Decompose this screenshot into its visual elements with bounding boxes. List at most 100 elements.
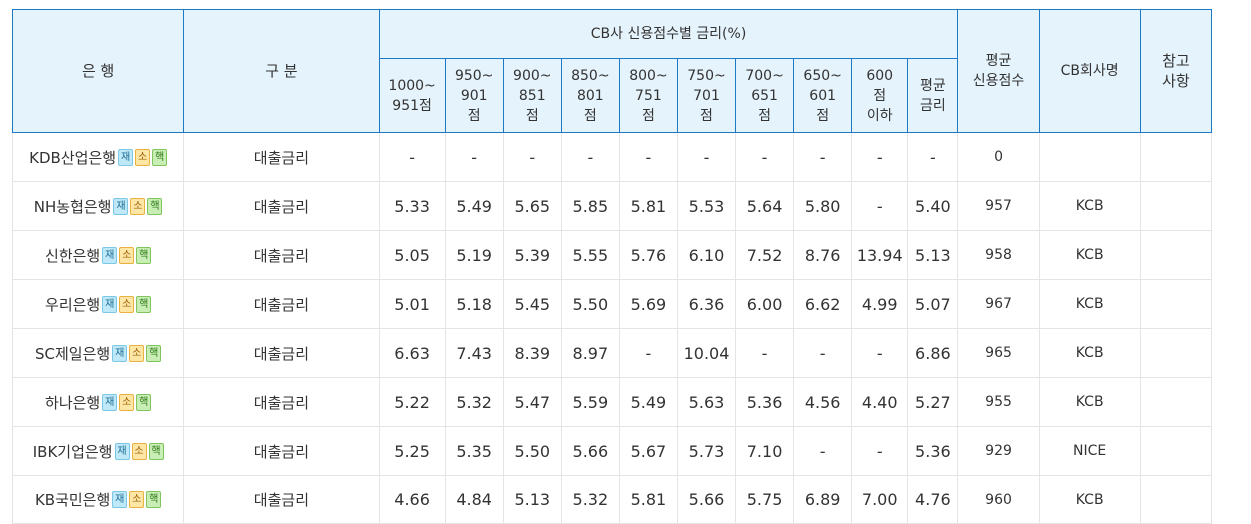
rate-cell: 5.45 xyxy=(502,279,562,329)
rate-cell: 5.65 xyxy=(502,181,562,231)
header-score-col: 650~ 601 점 xyxy=(793,58,853,133)
header-cb-group: CB사 신용점수별 금리(%) xyxy=(378,9,959,59)
note-cell xyxy=(1139,279,1213,329)
haek-badge[interactable]: 핵 xyxy=(147,197,163,215)
haek-badge[interactable]: 핵 xyxy=(136,393,152,411)
rate-cell: - xyxy=(851,328,909,378)
rate-cell: 10.04 xyxy=(676,328,737,378)
rate-cell: 5.66 xyxy=(560,426,620,476)
rate-cell: 6.62 xyxy=(793,279,853,329)
so-badge[interactable]: 소 xyxy=(129,491,145,508)
jae-badge[interactable]: 재 xyxy=(112,491,128,508)
avg-score-cell: 958 xyxy=(957,230,1040,280)
rate-cell: - xyxy=(735,132,795,182)
rate-cell: - xyxy=(618,132,678,182)
bank-name: KDB산업은행 xyxy=(29,148,117,167)
jae-badge[interactable]: 재 xyxy=(102,295,118,313)
rate-cell: 5.59 xyxy=(560,377,620,427)
rate-cell: 5.49 xyxy=(444,181,504,231)
avg-score-cell: 960 xyxy=(957,475,1040,524)
note-cell xyxy=(1139,132,1213,182)
bank-name-cell: 우리은행 재 소 핵 xyxy=(11,279,185,329)
rate-cell: 5.05 xyxy=(378,230,446,280)
loan-type-cell: 대출금리 xyxy=(183,181,380,231)
loan-type-cell: 대출금리 xyxy=(183,475,380,524)
header-score-col: 750~ 701 점 xyxy=(676,58,737,133)
rate-cell: - xyxy=(851,181,909,231)
rate-cell: 5.85 xyxy=(560,181,620,231)
so-badge[interactable]: 소 xyxy=(119,295,135,313)
rate-cell: 5.73 xyxy=(676,426,737,476)
jae-badge[interactable]: 재 xyxy=(118,148,134,166)
rate-cell: 4.56 xyxy=(793,377,853,427)
haek-badge[interactable]: 핵 xyxy=(136,295,152,313)
avg-score-cell: 955 xyxy=(957,377,1040,427)
header-score-col: 700~ 651 점 xyxy=(735,58,795,133)
avg-score-cell: 957 xyxy=(957,181,1040,231)
so-badge[interactable]: 소 xyxy=(119,393,135,411)
rate-cell: 8.39 xyxy=(502,328,562,378)
loan-type-cell: 대출금리 xyxy=(183,230,380,280)
rate-cell: 5.35 xyxy=(444,426,504,476)
rate-cell: 5.66 xyxy=(676,475,737,524)
cb-company-cell xyxy=(1038,132,1141,182)
haek-badge[interactable]: 핵 xyxy=(136,246,152,264)
rate-cell: 5.32 xyxy=(560,475,620,524)
rate-cell: - xyxy=(793,132,853,182)
table-row: NH농협은행 재 소 핵 대출금리 5.33 5.49 5.65 5.85 5.81 5.53 5.6… xyxy=(11,181,1213,231)
rate-cell: 5.64 xyxy=(735,181,795,231)
header-score-col: 900~ 851 점 xyxy=(502,58,562,133)
rate-cell: 5.25 xyxy=(378,426,446,476)
avg-score-cell: 929 xyxy=(957,426,1040,476)
rate-cell: 5.63 xyxy=(676,377,737,427)
rate-cell: 5.19 xyxy=(444,230,504,280)
note-cell xyxy=(1139,328,1213,378)
rate-cell: 5.13 xyxy=(502,475,562,524)
rate-cell: 5.33 xyxy=(378,181,446,231)
table-row: SC제일은행 재 소 핵 대출금리 6.63 7.43 8.39 8.97-10.04- - -6.… xyxy=(11,328,1213,378)
cb-company-cell: KCB xyxy=(1038,328,1141,378)
jae-badge[interactable]: 재 xyxy=(102,246,118,264)
rate-cell: - xyxy=(676,132,737,182)
header-score-col: 1000~ 951점 xyxy=(378,58,446,133)
jae-badge[interactable]: 재 xyxy=(113,197,129,215)
so-badge[interactable]: 소 xyxy=(131,442,147,460)
rate-cell: 5.80 xyxy=(793,181,853,231)
rate-cell: 5.76 xyxy=(618,230,678,280)
header-score-col: 950~ 901 점 xyxy=(444,58,504,133)
jae-badge[interactable]: 재 xyxy=(114,442,130,460)
rate-cell: 7.43 xyxy=(444,328,504,378)
table-row: IBK기업은행 재 소 핵 대출금리 5.25 5.35 5.50 5.66 5.67 5.73 7.… xyxy=(11,426,1213,476)
jae-badge[interactable]: 재 xyxy=(112,344,128,362)
so-badge[interactable]: 소 xyxy=(129,344,145,362)
haek-badge[interactable]: 핵 xyxy=(148,442,164,460)
note-cell xyxy=(1139,377,1213,427)
loan-type-cell: 대출금리 xyxy=(183,328,380,378)
rate-cell: - xyxy=(793,426,853,476)
table-row: KDB산업은행 재 소 핵 대출금리 - - - - - - - - - -0 xyxy=(11,132,1213,182)
bank-name-cell: SC제일은행 재 소 핵 xyxy=(11,328,185,378)
haek-badge[interactable]: 핵 xyxy=(152,148,168,166)
cb-company-cell: KCB xyxy=(1038,181,1141,231)
header-note: 참고 사항 xyxy=(1139,9,1213,133)
rate-cell: 8.97 xyxy=(560,328,620,378)
rate-cell: - xyxy=(444,132,504,182)
bank-name: SC제일은행 xyxy=(35,344,111,363)
rate-cell: 6.10 xyxy=(676,230,737,280)
rate-cell: - xyxy=(851,426,909,476)
haek-badge[interactable]: 핵 xyxy=(146,344,162,362)
so-badge[interactable]: 소 xyxy=(135,148,151,166)
rate-cell: 5.01 xyxy=(378,279,446,329)
jae-badge[interactable]: 재 xyxy=(102,393,118,411)
bank-name: IBK기업은행 xyxy=(32,442,113,461)
rate-cell: 4.66 xyxy=(378,475,446,524)
haek-badge[interactable]: 핵 xyxy=(146,491,162,508)
table-row: 우리은행 재 소 핵 대출금리 5.01 5.18 5.45 5.50 5.69 6.36 6.00 6… xyxy=(11,279,1213,329)
rate-cell: 5.49 xyxy=(618,377,678,427)
avg-score-cell: 0 xyxy=(957,132,1040,182)
bank-name: NH농협은행 xyxy=(33,197,112,216)
rate-cell: 6.89 xyxy=(793,475,853,524)
so-badge[interactable]: 소 xyxy=(119,246,135,264)
so-badge[interactable]: 소 xyxy=(130,197,146,215)
bank-name-cell: KB국민은행 재 소 핵 xyxy=(11,475,185,524)
